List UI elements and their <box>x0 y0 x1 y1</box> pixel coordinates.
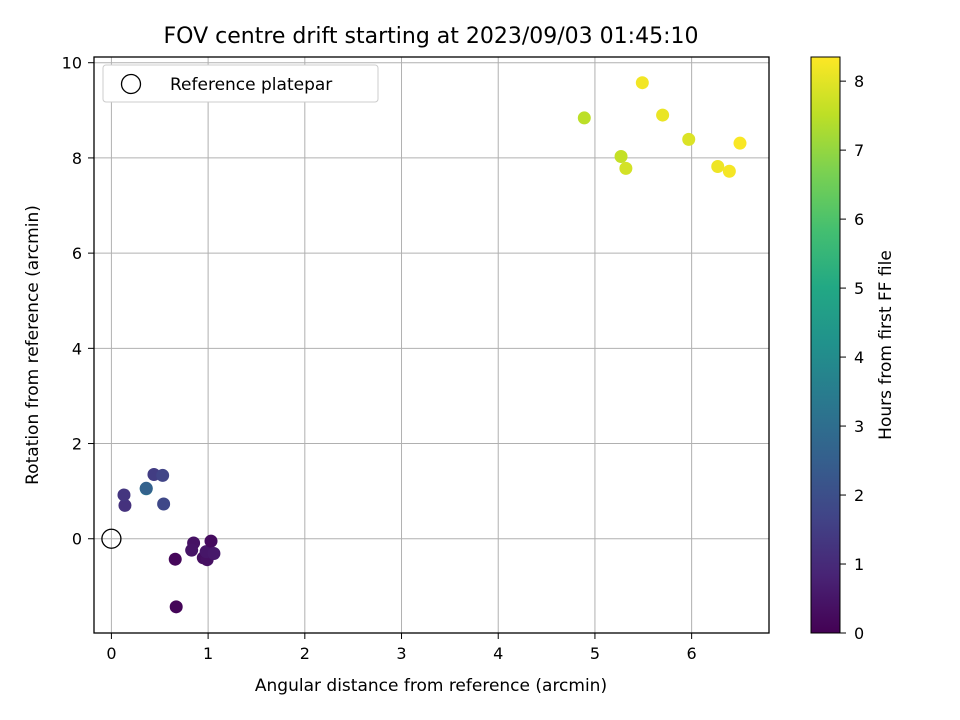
colorbar-tick-label: 6 <box>854 210 864 229</box>
chart-title: FOV centre drift starting at 2023/09/03 … <box>164 24 699 49</box>
colorbar-label: Hours from first FF file <box>876 250 896 440</box>
colorbar-ticks: 0 1 2 3 4 5 6 7 8 <box>840 72 864 643</box>
x-axis-ticks: 0 1 2 3 4 5 6 <box>106 633 697 663</box>
data-point <box>117 488 131 502</box>
data-point <box>157 497 171 511</box>
data-point <box>168 552 182 566</box>
data-point <box>635 76 649 90</box>
grid-lines <box>94 57 769 633</box>
legend-box <box>102 64 379 103</box>
y-tick-label: 6 <box>72 244 82 263</box>
data-point <box>619 161 633 175</box>
data-point <box>169 600 183 614</box>
data-point <box>614 149 628 163</box>
y-axis-label: Rotation from reference (arcmin) <box>23 205 43 485</box>
data-point <box>156 468 170 482</box>
y-tick-label: 10 <box>62 54 82 73</box>
colorbar-tick-label: 3 <box>854 417 864 436</box>
data-point <box>656 108 670 122</box>
x-tick-label: 2 <box>300 644 310 663</box>
data-point <box>204 534 218 548</box>
y-tick-label: 4 <box>72 339 82 358</box>
colorbar: 0 1 2 3 4 5 6 7 8 Hours from first FF file <box>810 56 896 643</box>
colorbar-tick-label: 1 <box>854 555 864 574</box>
data-point <box>711 159 725 173</box>
data-point <box>139 481 153 495</box>
plot-area-frame <box>93 56 770 634</box>
x-tick-label: 6 <box>687 644 697 663</box>
colorbar-tick-label: 8 <box>854 72 864 91</box>
y-axis-ticks: 0 2 4 6 8 10 <box>62 54 94 549</box>
legend-label: Reference platepar <box>170 75 332 95</box>
data-points <box>117 76 747 614</box>
reference-platepar-marker <box>101 528 122 549</box>
colorbar-gradient <box>810 56 841 634</box>
colorbar-tick-label: 0 <box>854 624 864 643</box>
y-tick-label: 8 <box>72 149 82 168</box>
x-tick-label: 5 <box>590 644 600 663</box>
legend: Reference platepar <box>102 64 379 103</box>
data-point <box>577 111 591 125</box>
x-tick-label: 0 <box>106 644 116 663</box>
data-point <box>682 132 696 146</box>
data-point <box>118 498 132 512</box>
colorbar-tick-label: 4 <box>854 348 864 367</box>
colorbar-tick-label: 5 <box>854 279 864 298</box>
data-point <box>207 547 221 561</box>
x-axis-label: Angular distance from reference (arcmin) <box>255 676 607 696</box>
x-tick-label: 1 <box>203 644 213 663</box>
data-point <box>185 543 199 557</box>
reference-marker-layer <box>101 528 122 549</box>
y-tick-label: 0 <box>72 530 82 549</box>
data-point <box>733 136 747 150</box>
x-tick-label: 4 <box>493 644 503 663</box>
colorbar-tick-label: 7 <box>854 141 864 160</box>
data-point <box>722 164 736 178</box>
y-tick-label: 2 <box>72 435 82 454</box>
x-tick-label: 3 <box>396 644 406 663</box>
legend-open-circle-marker <box>120 73 142 95</box>
colorbar-tick-label: 2 <box>854 486 864 505</box>
